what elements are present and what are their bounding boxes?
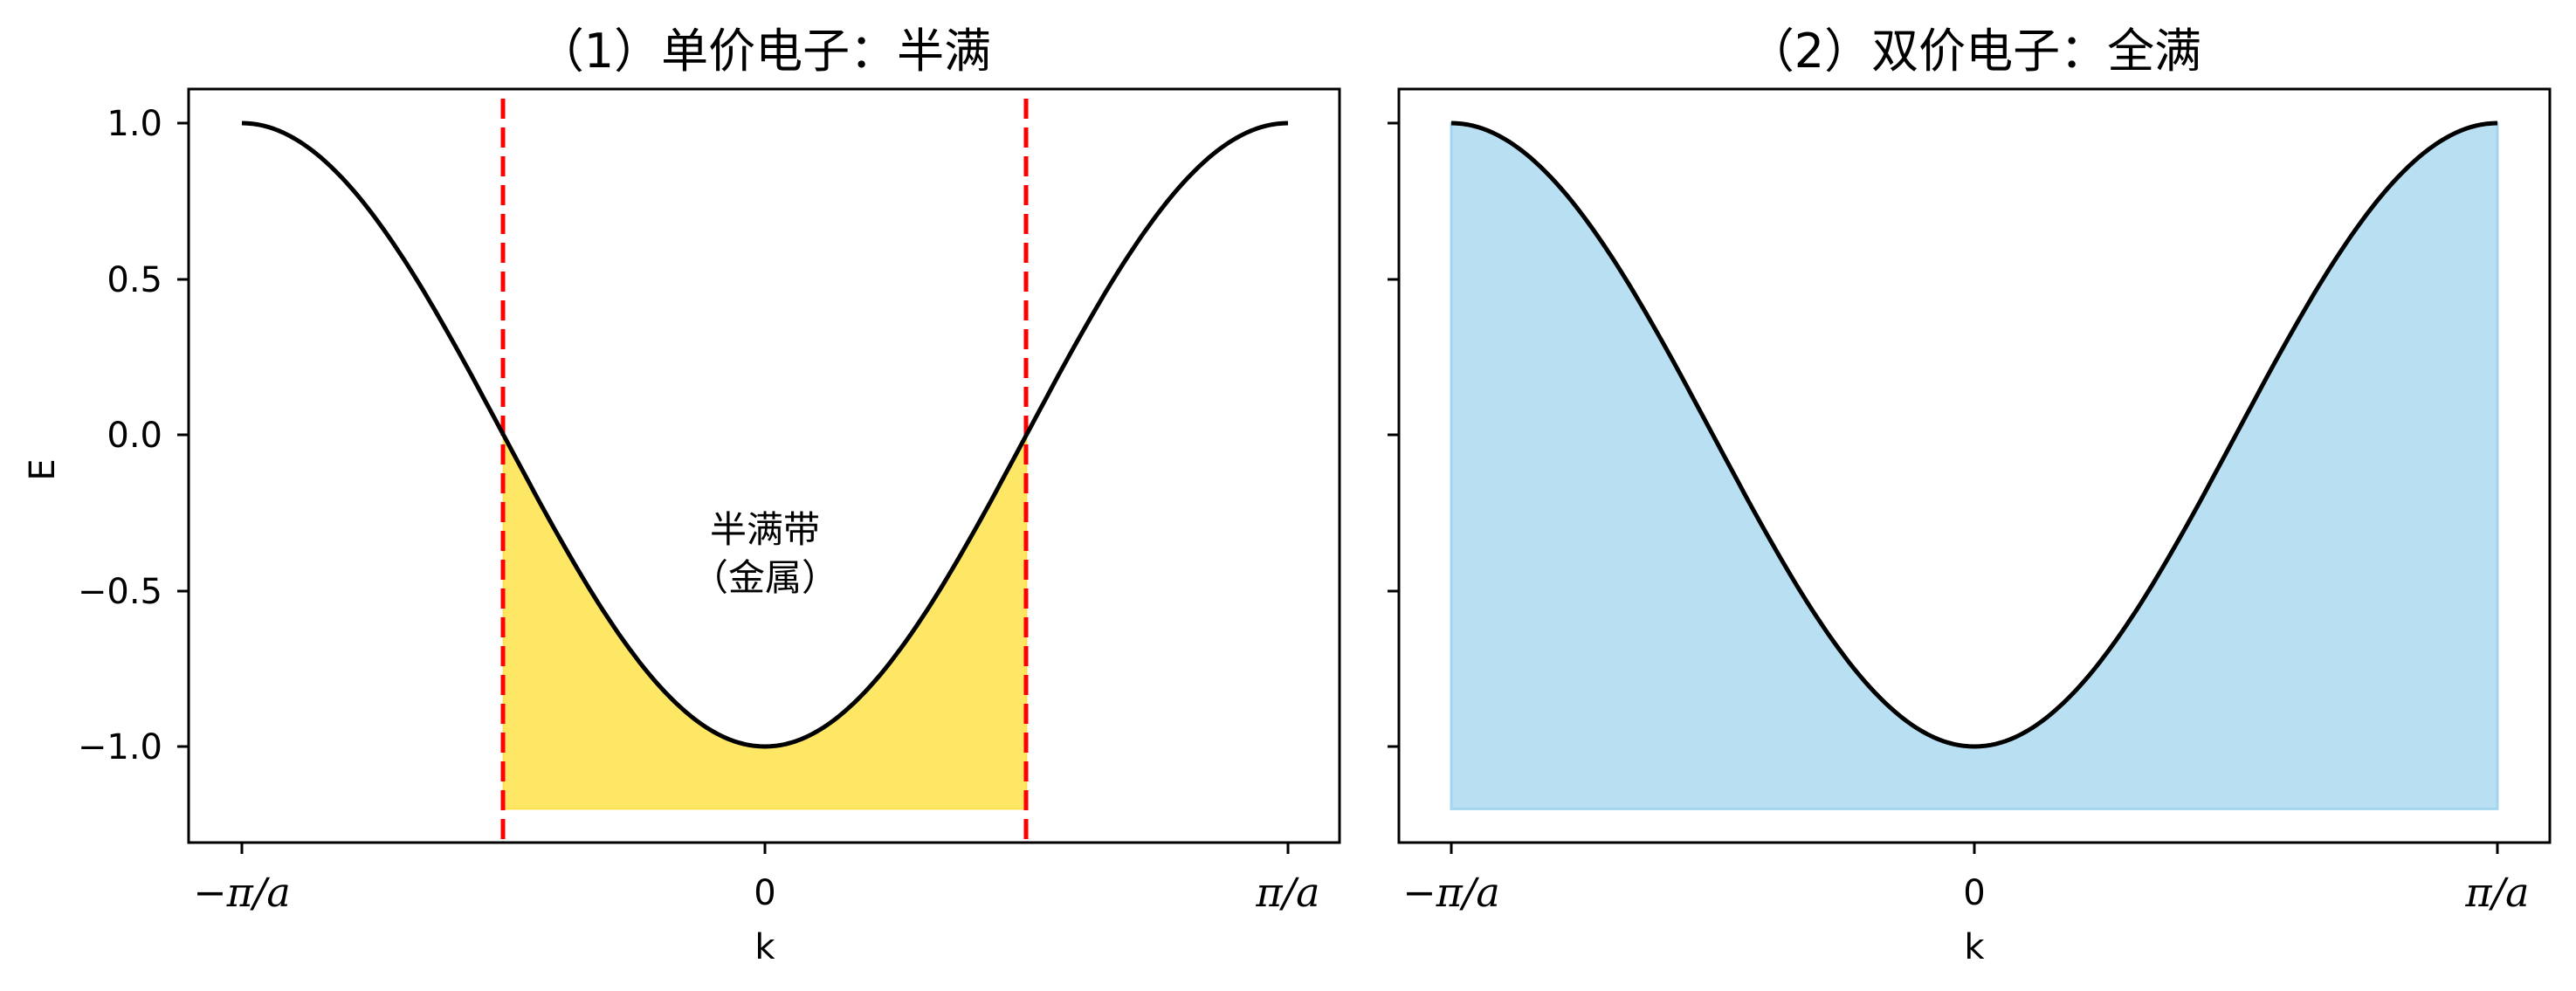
panel-right: （2）双价电子：全满 −π/a 0 π/a k bbox=[1388, 24, 2552, 967]
y-tick-label: 0.5 bbox=[107, 260, 162, 300]
x-axis-ticks-right: −π/a 0 π/a bbox=[1402, 843, 2530, 916]
x-tick-label: 0 bbox=[1963, 873, 1985, 913]
x-tick-label: π/a bbox=[1255, 869, 1319, 916]
x-tick-label: π/a bbox=[2464, 869, 2529, 916]
y-tick-label: 0.0 bbox=[107, 416, 162, 456]
x-tick-label: 0 bbox=[754, 873, 775, 913]
x-axis-label-right: k bbox=[1964, 927, 1985, 967]
y-axis-ticks-right bbox=[1388, 121, 1399, 748]
y-axis-label: E bbox=[23, 458, 63, 480]
dispersion-curve-left bbox=[241, 120, 1289, 749]
y-tick-label: −1.0 bbox=[78, 727, 162, 767]
panel-left-title: （1）单价电子：半满 bbox=[537, 24, 991, 79]
x-axis-label-left: k bbox=[754, 927, 775, 967]
x-axis-ticks-left: −π/a 0 π/a bbox=[193, 843, 1320, 916]
dispersion-curve-right bbox=[1450, 120, 2498, 749]
annotation-metal: （金属） bbox=[692, 556, 838, 599]
y-axis-ticks-left: 1.0 0.5 0.0 −0.5 −1.0 bbox=[78, 104, 189, 767]
x-tick-label: −π/a bbox=[193, 869, 291, 916]
x-tick-label: −π/a bbox=[1402, 869, 1500, 916]
y-tick-label: 1.0 bbox=[107, 104, 162, 144]
y-tick-label: −0.5 bbox=[78, 572, 162, 612]
annotation-half-filled-band: 半满带 bbox=[710, 508, 820, 551]
panel-right-title: （2）双价电子：全满 bbox=[1747, 24, 2201, 79]
panel-left: （1）单价电子：半满 1.0 0.5 0.0 −0.5 −1.0 bbox=[23, 24, 1341, 967]
